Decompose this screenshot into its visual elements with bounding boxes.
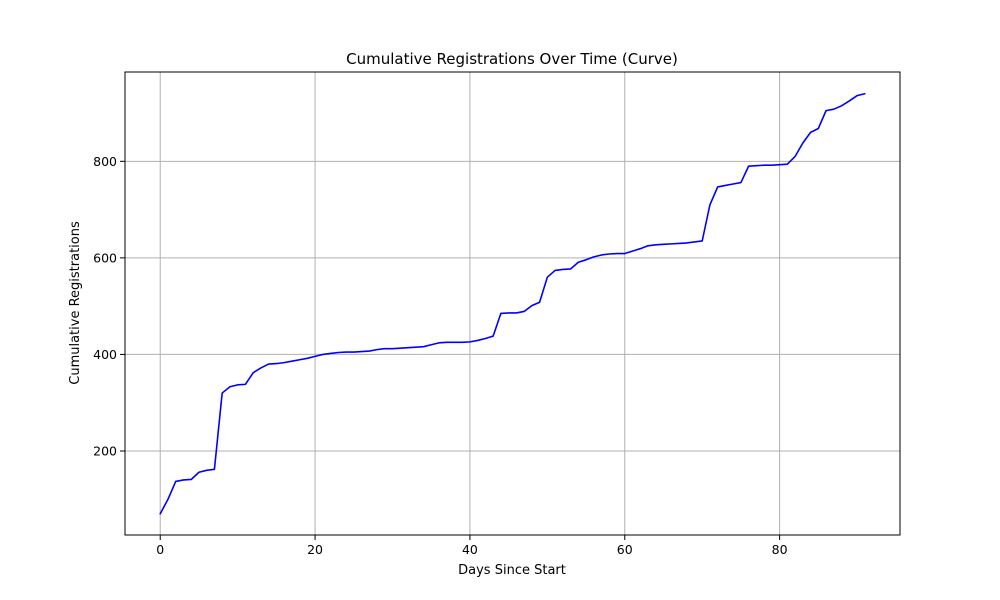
plot-frame — [124, 71, 901, 536]
chart-title: Cumulative Registrations Over Time (Curv… — [346, 50, 678, 68]
x-tick-label: 20 — [307, 542, 323, 557]
y-tick-label: 200 — [93, 443, 117, 458]
y-tick-label: 400 — [93, 347, 117, 362]
ticks-group: 0 20 40 60 80 200 400 600 800 — [93, 154, 787, 557]
y-tick-label: 800 — [93, 154, 117, 169]
series-group — [159, 92, 866, 515]
grid-lines — [125, 72, 900, 535]
y-axis-label: Cumulative Registrations — [68, 221, 83, 385]
x-tick-label: 40 — [462, 542, 478, 557]
series-line-0 — [159, 92, 866, 515]
x-axis-label: Days Since Start — [458, 563, 566, 578]
x-tick-label: 60 — [617, 542, 633, 557]
y-tick-label: 600 — [93, 250, 117, 265]
x-tick-label: 80 — [772, 542, 788, 557]
x-tick-label: 0 — [156, 542, 164, 557]
